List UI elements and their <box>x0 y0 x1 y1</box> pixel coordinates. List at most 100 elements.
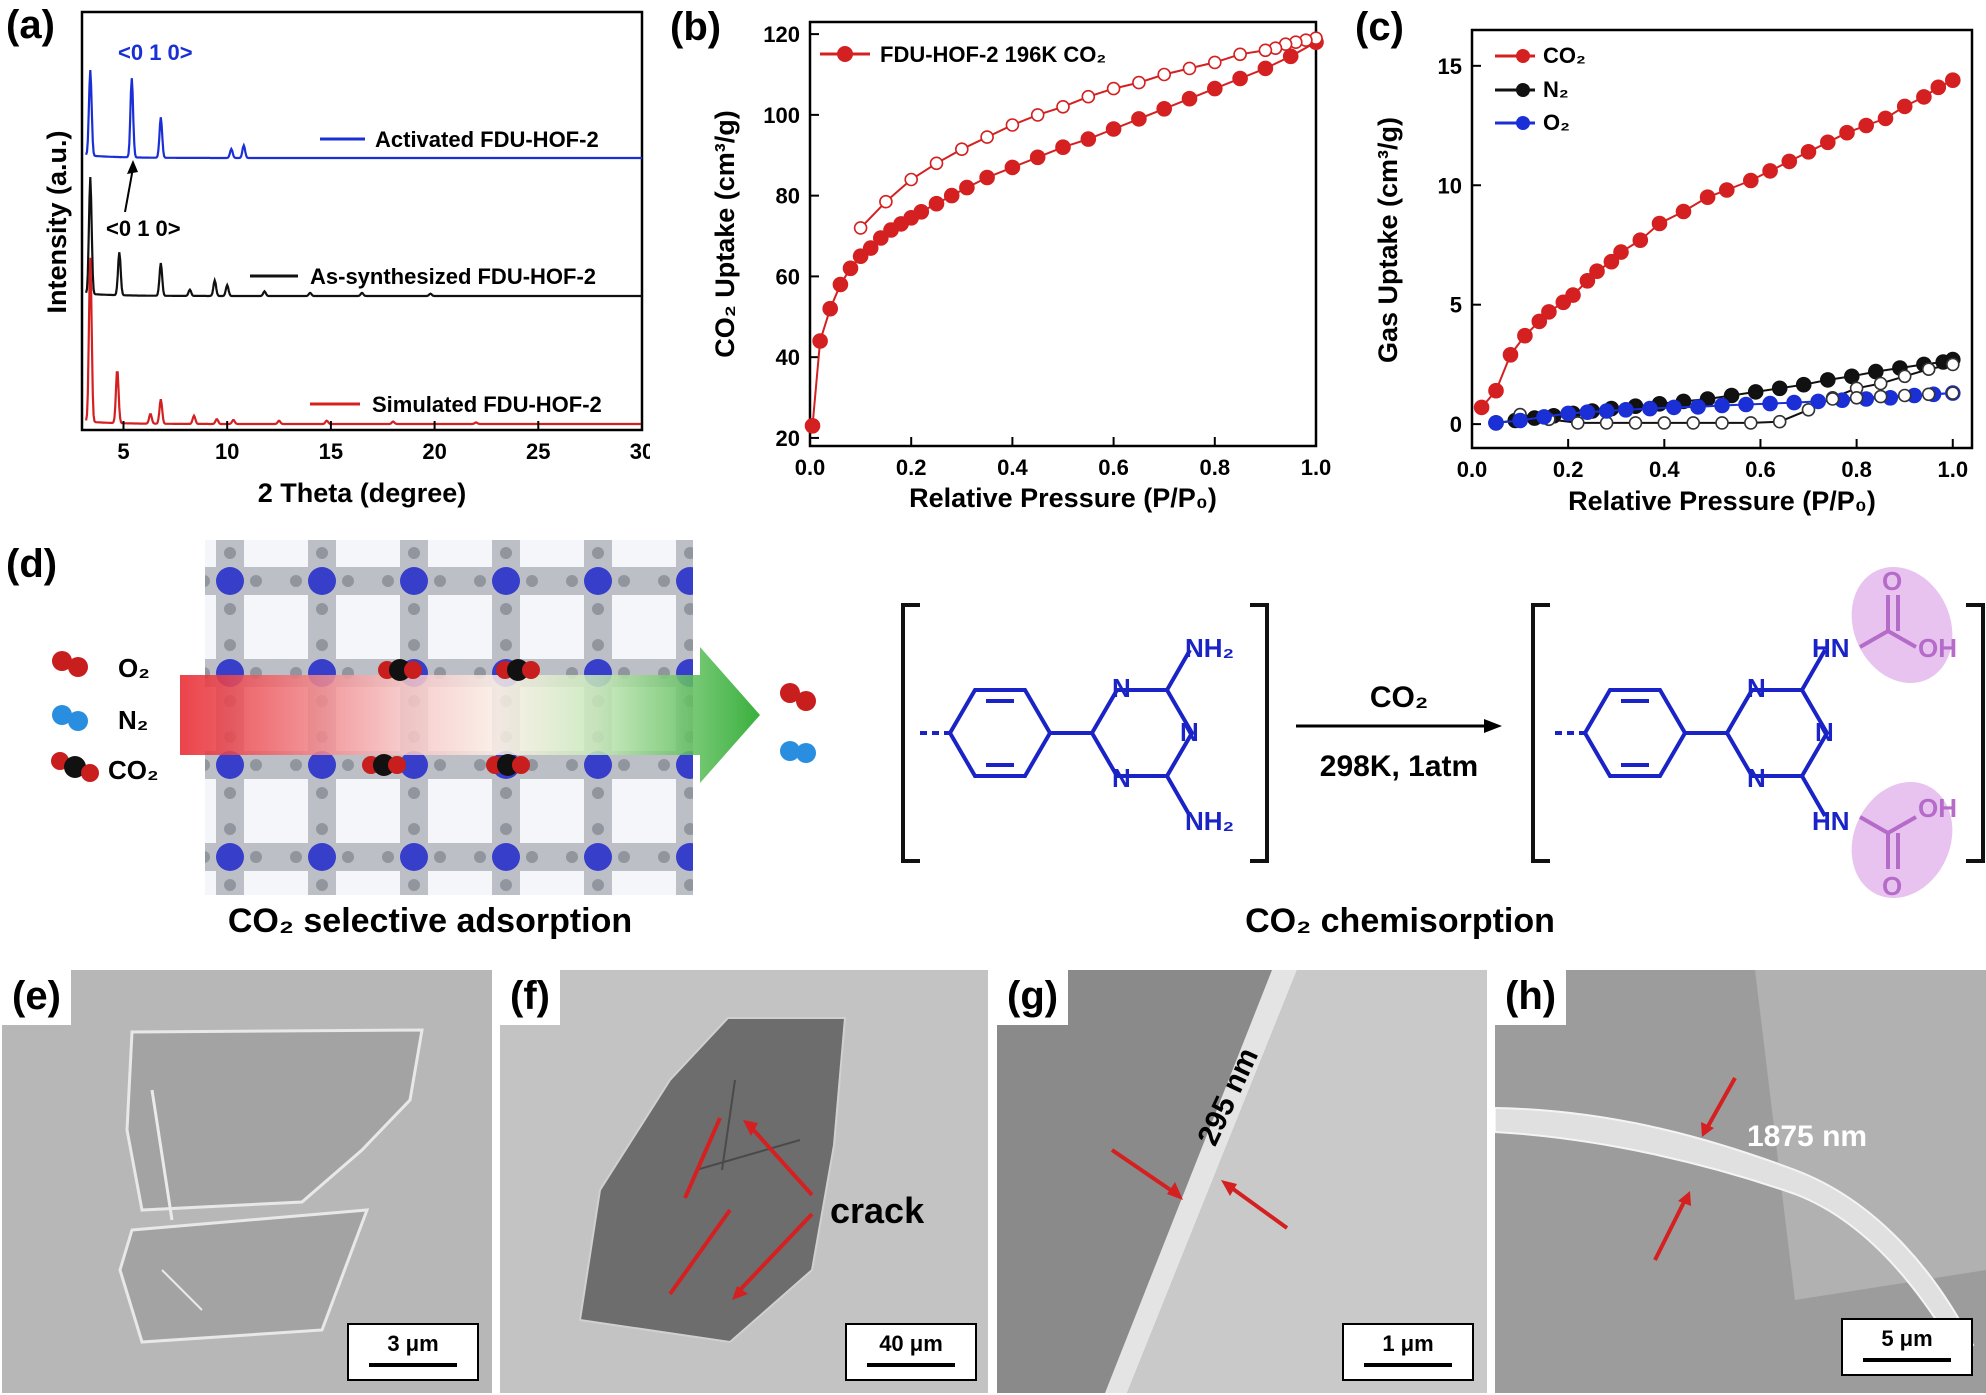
product-n-3: N <box>1747 763 1766 793</box>
co2-point <box>929 156 944 171</box>
scale-bar-e-label: 3 μm <box>387 1331 439 1356</box>
gas-legend-marker-n2 <box>1516 83 1530 97</box>
gas-point <box>1617 401 1634 418</box>
carbamate-highlight-top <box>1851 566 1953 684</box>
co2-plot-area: 0.0 0.2 0.4 0.6 0.8 1.0 20 40 60 80 100 120 <box>763 22 1331 480</box>
co2-ytick-label: 60 <box>776 264 800 289</box>
reaction-conditions: 298K, 1atm <box>1320 750 1478 783</box>
panel-label-d: (d) <box>6 542 57 586</box>
gas-legend-marker-co2 <box>1516 49 1530 63</box>
gas-legend-co2: CO₂ <box>1543 43 1586 68</box>
co2-ytick-label: 20 <box>776 426 800 451</box>
gas-point <box>1781 153 1798 170</box>
gas-point <box>1873 376 1888 391</box>
xrd-xtick-label: 25 <box>526 439 550 464</box>
gas-ytick-label: 0 <box>1450 412 1462 437</box>
gas-ytick-label: 15 <box>1438 54 1462 79</box>
gas-point <box>1762 395 1778 412</box>
co2-point <box>873 230 889 246</box>
gas-point <box>1536 409 1552 425</box>
co2-ytick-label: 80 <box>776 184 800 209</box>
gas-point <box>1762 163 1778 179</box>
xrd-chart: (a) 5 10 15 20 25 30 2 Theta (degree) Intensi… <box>6 3 654 508</box>
gas-point <box>1642 400 1658 417</box>
gas-point <box>1825 392 1840 406</box>
co2-point <box>1131 111 1147 127</box>
panel-label-e: (e) <box>2 970 71 1025</box>
co2-point <box>1232 70 1248 87</box>
co2-point <box>1282 48 1299 65</box>
co2-point <box>862 240 879 256</box>
panel-label-f: (f) <box>500 970 560 1025</box>
gas-point <box>1819 372 1836 388</box>
co2-point <box>1081 89 1096 104</box>
product-n-2: N <box>1815 717 1834 747</box>
panel-c: (c) 0.0 0.2 0.4 0.6 0.8 1.0 0 5 10 15 Relative Pr… <box>1345 0 1986 530</box>
reactant-molecule <box>920 649 1195 817</box>
trapped-co2-molecules <box>362 659 540 776</box>
gas-point <box>1502 346 1519 363</box>
sem-image-f <box>578 1017 847 1344</box>
sem-panel-g: 295 nm (g) 1 μm <box>997 970 1487 1393</box>
gas-point <box>1867 363 1884 380</box>
co2-point <box>913 204 930 220</box>
sem-panel-h: 1875 nm (h) 5 μm <box>1495 970 1986 1393</box>
gas-point <box>1921 387 1936 402</box>
xrd-xtick-label: 5 <box>117 439 129 464</box>
reactant-n-3: N <box>1112 763 1131 793</box>
gas-point <box>1801 402 1816 417</box>
carbamate-oh-bottom: OH <box>1918 793 1957 823</box>
gas-point <box>1541 304 1557 320</box>
co2-point <box>980 130 994 144</box>
co2-point <box>954 142 969 156</box>
gas-point <box>1571 416 1585 430</box>
gas-point <box>1473 399 1490 416</box>
gas-point <box>1786 394 1802 411</box>
carbamate-o-top: O <box>1882 566 1902 596</box>
sem-image-g <box>1105 970 1487 1393</box>
gas-point <box>1714 397 1730 414</box>
xrd-annotation-activated: <0 1 0> <box>118 40 193 65</box>
gas-point <box>1512 412 1528 429</box>
carbamate-o-bottom: O <box>1882 871 1902 901</box>
carbamate-bonds <box>1859 595 1917 869</box>
left-caption: CO₂ selective adsorption <box>228 902 632 940</box>
co2-point <box>853 221 868 235</box>
gas-n2-label: N₂ <box>118 705 148 735</box>
co2-point <box>1182 61 1197 76</box>
gas-point <box>1897 369 1912 384</box>
co2-ytick-label: 120 <box>763 22 800 47</box>
reactant-bracket <box>901 603 1269 863</box>
co2-point <box>959 179 975 196</box>
co2-legend-marker <box>837 46 853 62</box>
gas-point <box>1603 253 1620 270</box>
reactant-nh2-top: NH₂ <box>1185 633 1234 663</box>
gas-point <box>1488 382 1504 399</box>
reactant-n-2: N <box>1180 717 1199 747</box>
gas-point <box>1771 380 1788 397</box>
product-hn-bottom: HN <box>1812 806 1850 836</box>
gas-o2-label: O₂ <box>118 653 150 683</box>
co2-legend-label: FDU-HOF-2 196K CO₂ <box>880 42 1106 67</box>
sem-image-h <box>1495 970 1986 1352</box>
scheme-d: (d) O₂ N₂ CO₂ CO₂ selective adsorption <box>6 540 1985 940</box>
xrd-annotation-arrowhead <box>127 160 138 174</box>
xrd-series-0 <box>85 70 642 160</box>
xrd-xtick-label: 20 <box>422 439 446 464</box>
co2-axes-frame <box>808 20 1318 448</box>
gas-point <box>1930 79 1947 96</box>
xrd-legend-activated: Activated FDU-HOF-2 <box>375 127 599 152</box>
product-hn-top: HN <box>1812 633 1850 663</box>
output-molecules <box>780 683 816 763</box>
co2-point <box>812 333 828 349</box>
gas-point <box>1858 117 1875 134</box>
reactant-nh2-bottom: NH₂ <box>1185 806 1234 836</box>
co2-point <box>852 248 869 265</box>
gas-axes-frame <box>1470 28 1974 450</box>
gas-point <box>1531 313 1548 330</box>
gas-point <box>1839 124 1855 141</box>
reactant-atoms: N N N NH₂ NH₂ <box>1112 633 1234 836</box>
gas-point <box>1743 416 1758 430</box>
gas-point <box>1613 244 1629 260</box>
co2-y-label: CO₂ Uptake (cm³/g) <box>710 110 740 358</box>
